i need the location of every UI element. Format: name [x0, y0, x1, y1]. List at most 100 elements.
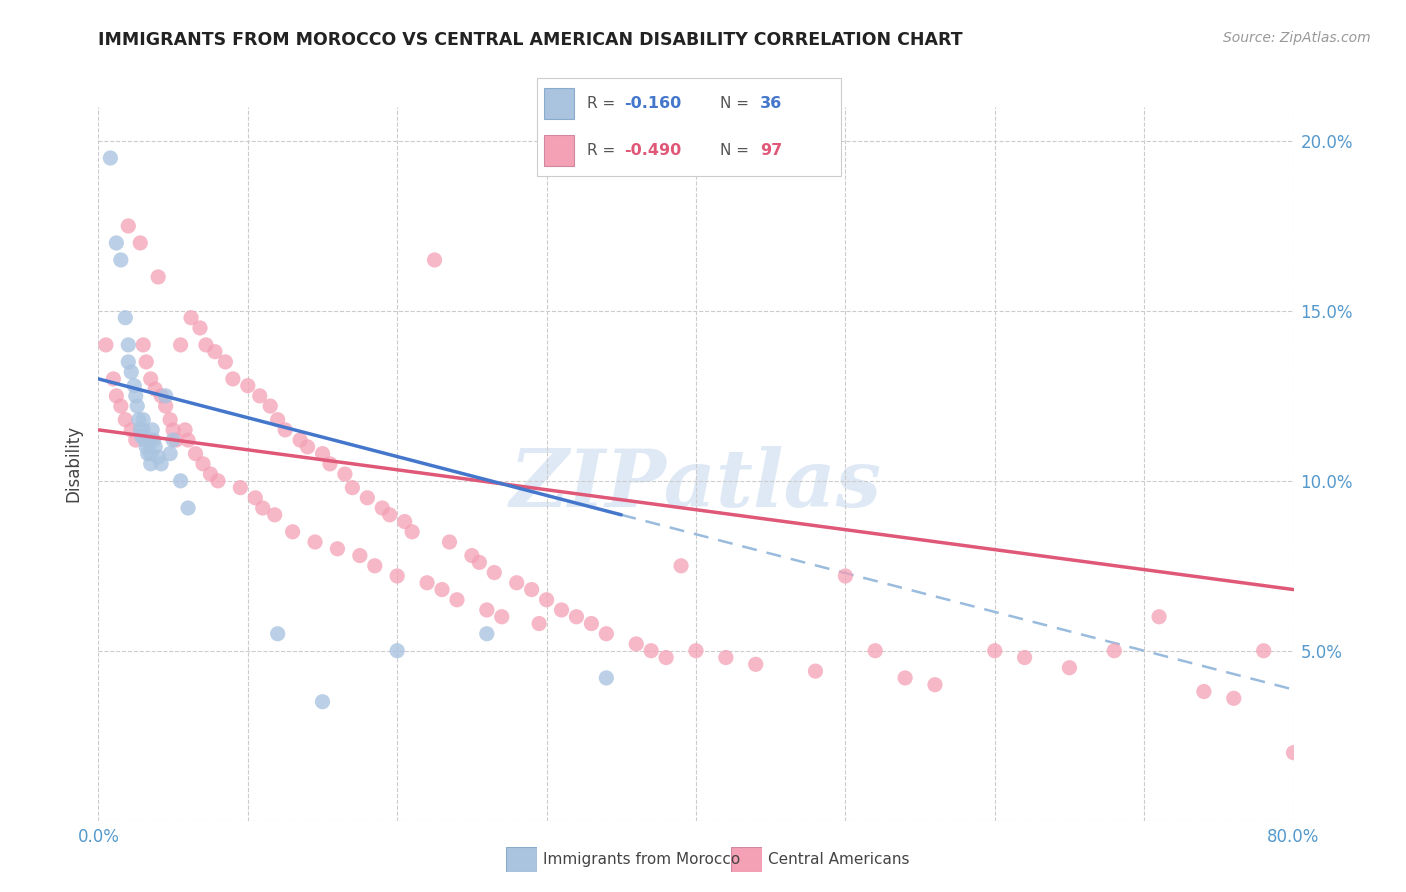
FancyBboxPatch shape — [544, 136, 575, 166]
Point — [364, 558, 387, 573]
Point — [135, 440, 157, 454]
Point — [94, 338, 117, 352]
Point — [385, 569, 409, 583]
Point — [527, 616, 550, 631]
Point — [267, 412, 290, 426]
Point — [114, 310, 136, 325]
Point — [245, 491, 267, 505]
Point — [139, 447, 162, 461]
Point — [188, 321, 211, 335]
Point — [281, 524, 304, 539]
Point — [1104, 644, 1126, 658]
Point — [177, 433, 200, 447]
Point — [263, 508, 285, 522]
Point — [655, 650, 678, 665]
Point — [371, 501, 394, 516]
Point — [143, 440, 166, 454]
Text: Source: ZipAtlas.com: Source: ZipAtlas.com — [1223, 31, 1371, 45]
Point — [204, 344, 226, 359]
Point — [120, 365, 142, 379]
Point — [319, 457, 342, 471]
Text: N =: N = — [720, 96, 749, 111]
Point — [148, 450, 170, 464]
Point — [640, 644, 662, 658]
Point — [105, 389, 128, 403]
Y-axis label: Disability: Disability — [65, 425, 83, 502]
Point — [669, 558, 692, 573]
FancyBboxPatch shape — [537, 78, 841, 177]
Point — [581, 616, 603, 631]
Point — [150, 389, 173, 403]
Point — [394, 515, 416, 529]
Text: Central Americans: Central Americans — [768, 853, 910, 867]
Text: R =: R = — [586, 144, 614, 158]
Point — [103, 372, 125, 386]
Point — [595, 626, 617, 640]
Point — [484, 566, 506, 580]
Point — [141, 423, 163, 437]
Point — [148, 269, 170, 284]
Point — [446, 592, 468, 607]
Point — [475, 603, 498, 617]
Point — [804, 664, 827, 678]
Point — [356, 491, 378, 505]
Point — [865, 644, 887, 658]
Point — [834, 569, 856, 583]
Point — [984, 644, 1007, 658]
Point — [430, 582, 453, 597]
Point — [550, 603, 572, 617]
Point — [274, 423, 297, 437]
Point — [180, 310, 202, 325]
Point — [131, 430, 153, 444]
Point — [311, 695, 333, 709]
Text: 97: 97 — [761, 144, 782, 158]
Point — [184, 447, 207, 461]
Point — [468, 555, 491, 569]
Point — [124, 378, 146, 392]
Point — [134, 433, 156, 447]
Point — [125, 433, 148, 447]
Point — [249, 389, 271, 403]
Point — [127, 399, 149, 413]
Point — [174, 423, 197, 437]
Point — [401, 524, 423, 539]
Point — [506, 575, 529, 590]
Point — [333, 467, 356, 481]
Point — [1223, 691, 1246, 706]
Point — [565, 609, 588, 624]
Point — [114, 412, 136, 426]
Text: -0.490: -0.490 — [624, 144, 682, 158]
Point — [1014, 650, 1036, 665]
Point — [326, 541, 349, 556]
Point — [714, 650, 737, 665]
Point — [128, 412, 150, 426]
Point — [159, 447, 181, 461]
Point — [117, 338, 139, 352]
Point — [595, 671, 617, 685]
Point — [311, 447, 333, 461]
Point — [745, 657, 768, 672]
Point — [1253, 644, 1275, 658]
Point — [461, 549, 484, 563]
Point — [416, 575, 439, 590]
Point — [169, 338, 191, 352]
Point — [236, 378, 259, 392]
Point — [139, 372, 162, 386]
Point — [222, 372, 245, 386]
Point — [162, 423, 184, 437]
Point — [110, 252, 132, 267]
Text: IMMIGRANTS FROM MOROCCO VS CENTRAL AMERICAN DISABILITY CORRELATION CHART: IMMIGRANTS FROM MOROCCO VS CENTRAL AMERI… — [98, 31, 963, 49]
Point — [259, 399, 281, 413]
Point — [100, 151, 122, 165]
Point — [439, 535, 461, 549]
Text: N =: N = — [720, 144, 749, 158]
Point — [138, 433, 160, 447]
Text: Immigrants from Morocco: Immigrants from Morocco — [543, 853, 740, 867]
Point — [132, 338, 155, 352]
Point — [136, 447, 159, 461]
Point — [177, 501, 200, 516]
Point — [195, 338, 218, 352]
Point — [132, 423, 155, 437]
Point — [229, 481, 252, 495]
FancyBboxPatch shape — [544, 88, 575, 119]
